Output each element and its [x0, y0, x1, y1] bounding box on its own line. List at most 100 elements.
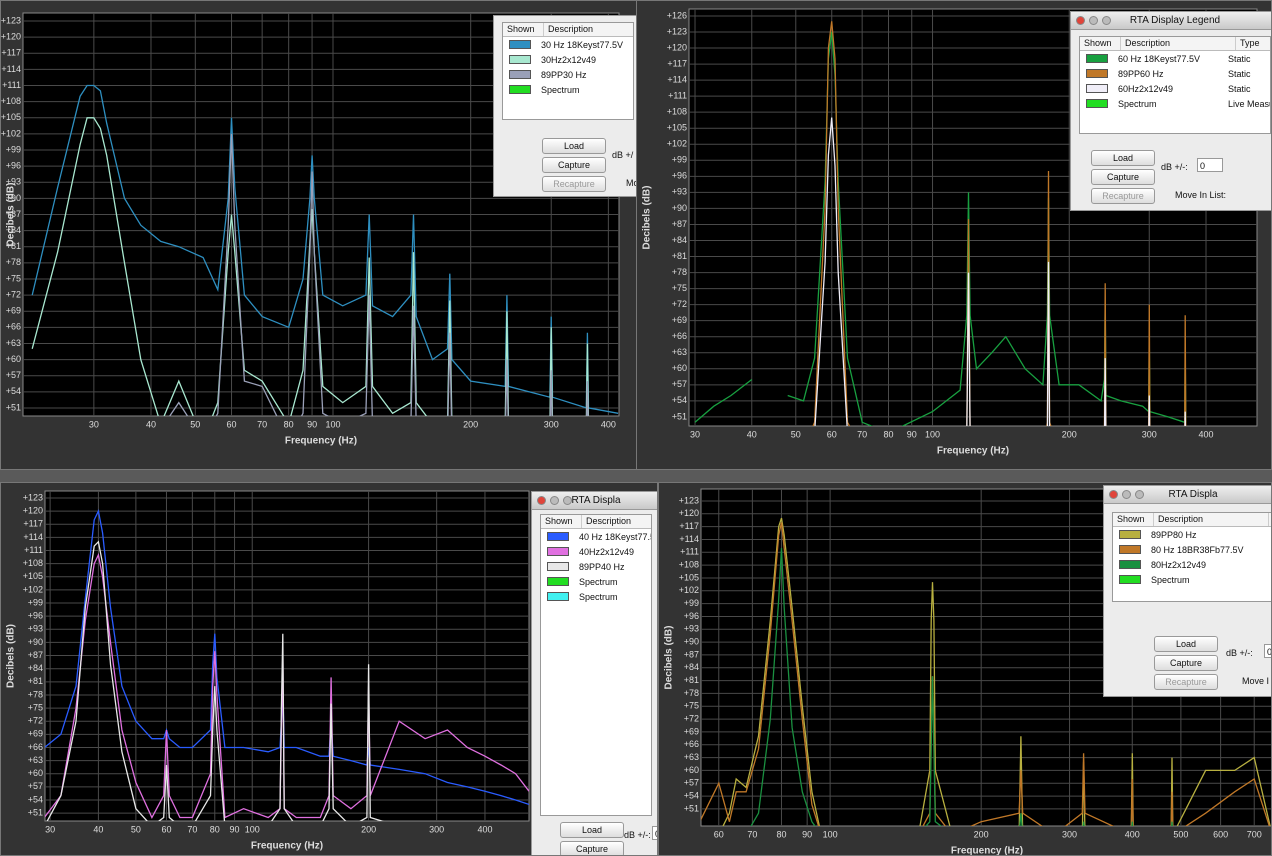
y-tick-label: +87 — [684, 649, 699, 659]
legend-swatch — [509, 40, 531, 49]
x-tick-label: 100 — [325, 419, 340, 429]
legend-swatch — [1119, 530, 1141, 539]
legend-row[interactable]: 40 Hz 18Keyst77.5V — [541, 529, 651, 544]
y-tick-label: +96 — [672, 171, 687, 181]
title-bar: RTA Displa — [532, 492, 657, 510]
button[interactable]: Load — [542, 138, 606, 154]
y-tick-label: +123 — [23, 492, 43, 502]
y-tick-label: +99 — [684, 598, 699, 608]
legend-row[interactable]: 30 Hz 18Keyst77.5V — [503, 37, 633, 52]
legend-row[interactable]: 89PP40 Hz — [541, 559, 651, 574]
x-axis-title: Frequency (Hz) — [937, 446, 1009, 457]
legend-row[interactable]: Spectrum — [503, 82, 633, 97]
y-axis-title: Decibels (dB) — [6, 183, 17, 247]
legend-row[interactable]: 89PP60 Hz Static — [1080, 66, 1270, 81]
x-tick-label: 90 — [802, 829, 812, 839]
button[interactable]: Capture — [1154, 655, 1218, 671]
x-tick-label: 30 — [45, 824, 55, 834]
db-input[interactable]: 0 — [1264, 644, 1271, 658]
legend-row[interactable]: 80 Hz 18BR38Fb77.5V — [1113, 542, 1271, 557]
db-label: dB +/-: — [624, 830, 651, 840]
y-tick-label: +57 — [684, 778, 699, 788]
y-tick-label: +75 — [6, 273, 21, 283]
legend-table: Shown Description 89PP80 Hz 80 Hz 18BR38Fb7… — [1112, 512, 1271, 602]
legend-type: Static — [1228, 83, 1251, 94]
legend-row[interactable]: Spectrum — [541, 574, 651, 589]
x-tick-label: 90 — [907, 429, 917, 439]
y-tick-label: +72 — [6, 289, 21, 299]
legend-row[interactable]: 60 Hz 18Keyst77.5V Static — [1080, 51, 1270, 66]
legend-row[interactable]: Spectrum Live Measu — [1080, 96, 1270, 111]
y-tick-label: +57 — [6, 370, 21, 380]
window-control[interactable] — [1122, 490, 1131, 499]
window-control[interactable] — [1135, 490, 1144, 499]
legend-swatch — [547, 592, 569, 601]
x-tick-label: 60 — [161, 824, 171, 834]
button[interactable]: Capture — [1091, 169, 1155, 185]
button[interactable]: Load — [560, 822, 624, 838]
window-control[interactable] — [1109, 490, 1118, 499]
y-tick-label: +90 — [6, 193, 21, 203]
db-label: dB +/-: — [1161, 162, 1188, 172]
button[interactable]: Capture — [560, 841, 624, 855]
y-tick-label: +51 — [28, 807, 43, 817]
legend-row[interactable]: 89PP80 Hz — [1113, 527, 1271, 542]
button[interactable]: Recapture — [1154, 674, 1218, 690]
y-tick-label: +105 — [679, 572, 699, 582]
window-control[interactable] — [537, 496, 546, 505]
spectrum-line — [812, 21, 1187, 426]
x-tick-label: 70 — [857, 429, 867, 439]
legend-label: 89PP40 Hz — [579, 561, 625, 572]
legend-row[interactable]: Spectrum — [541, 589, 651, 604]
db-input[interactable]: 0 — [1197, 158, 1223, 172]
legend-label: 30Hz2x12v49 — [541, 54, 597, 65]
legend-table: Shown Description Type 60 Hz 18Keyst77.5V St… — [1079, 36, 1271, 134]
db-input[interactable]: 0 — [652, 826, 657, 840]
x-tick-label: 300 — [544, 419, 559, 429]
button[interactable]: Load — [1154, 636, 1218, 652]
y-tick-label: +93 — [6, 177, 21, 187]
x-tick-label: 90 — [307, 419, 317, 429]
x-tick-label: 50 — [131, 824, 141, 834]
legend-label: 40 Hz 18Keyst77.5V — [579, 531, 651, 542]
y-tick-label: +96 — [684, 611, 699, 621]
x-tick-label: 30 — [690, 429, 700, 439]
button[interactable]: Recapture — [542, 176, 606, 192]
window-control[interactable] — [550, 496, 559, 505]
y-tick-label: +75 — [672, 283, 687, 293]
window-control[interactable] — [563, 496, 572, 505]
button[interactable]: Capture — [542, 157, 606, 173]
legend-row[interactable]: 30Hz2x12v49 — [503, 52, 633, 67]
legend-row[interactable]: 60Hz2x12v49 Static — [1080, 81, 1270, 96]
y-tick-label: +117 — [667, 58, 687, 68]
button[interactable]: Recapture — [1091, 188, 1155, 204]
y-tick-label: +93 — [28, 624, 43, 634]
legend-row[interactable]: 40Hz2x12v49 — [541, 544, 651, 559]
legend-row[interactable]: 80Hz2x12v49 — [1113, 557, 1271, 572]
y-tick-label: +78 — [684, 688, 699, 698]
legend-swatch — [1119, 560, 1141, 569]
legend-label: Spectrum — [579, 591, 618, 602]
x-tick-label: 200 — [463, 419, 478, 429]
legend-type: Static — [1228, 53, 1251, 64]
y-tick-label: +66 — [28, 742, 43, 752]
db-label: dB +/ — [612, 150, 634, 160]
y-tick-label: +81 — [28, 676, 43, 686]
window-control[interactable] — [1102, 16, 1111, 25]
legend-label: Spectrum — [541, 84, 580, 95]
y-tick-label: +126 — [667, 10, 687, 20]
y-axis-title: Decibels (dB) — [642, 186, 653, 250]
window-control[interactable] — [1076, 16, 1085, 25]
legend-swatch — [1086, 54, 1108, 63]
y-tick-label: +111 — [24, 545, 43, 555]
y-tick-label: +108 — [667, 107, 687, 117]
button[interactable]: Load — [1091, 150, 1155, 166]
legend-row[interactable]: 89PP30 Hz — [503, 67, 633, 82]
x-tick-label: 80 — [776, 829, 786, 839]
y-tick-label: +114 — [679, 534, 699, 544]
legend-row[interactable]: Spectrum — [1113, 572, 1271, 587]
x-tick-label: 200 — [974, 829, 989, 839]
column-header: Description — [544, 23, 633, 36]
window-control[interactable] — [1089, 16, 1098, 25]
y-tick-label: +108 — [679, 559, 699, 569]
